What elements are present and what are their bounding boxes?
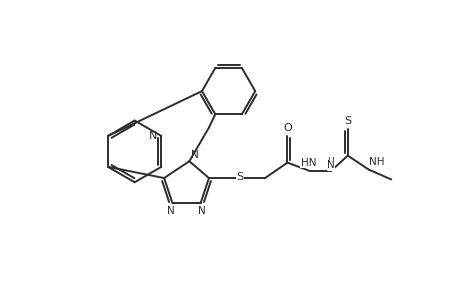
Text: NH: NH	[368, 158, 383, 167]
Text: O: O	[282, 123, 291, 133]
Text: HN: HN	[300, 158, 316, 168]
Text: N: N	[198, 206, 205, 216]
Text: S: S	[343, 116, 351, 126]
Text: N: N	[148, 131, 157, 141]
Text: S: S	[236, 172, 243, 182]
Text: H: H	[327, 157, 334, 166]
Text: N: N	[326, 160, 334, 170]
Text: N: N	[190, 150, 198, 160]
Text: N: N	[167, 206, 174, 216]
